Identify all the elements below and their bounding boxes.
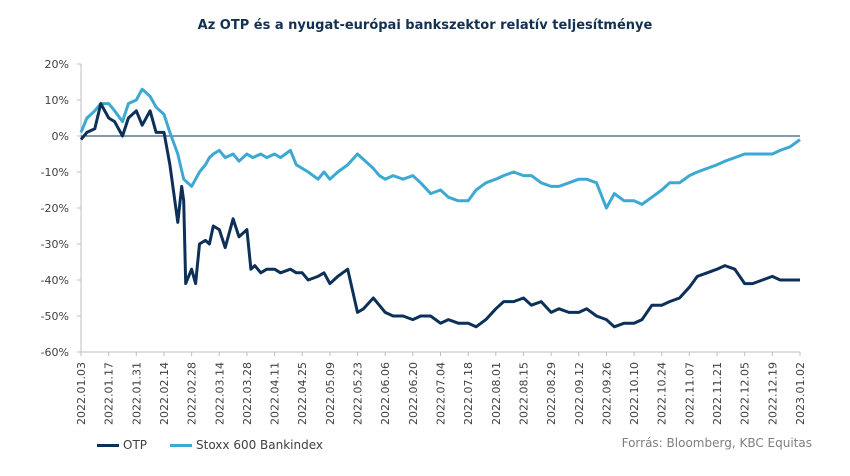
legend-label-stoxx: Stoxx 600 Bankindex xyxy=(196,438,324,452)
y-tick-label: -30% xyxy=(41,238,69,251)
legend-swatch-otp xyxy=(97,443,119,447)
legend-item-otp: OTP xyxy=(97,438,147,452)
legend-swatch-stoxx xyxy=(170,443,192,447)
source-note: Forrás: Bloomberg, KBC Equitas xyxy=(621,436,812,450)
x-tick-label: 2022.09.12 xyxy=(573,362,586,425)
x-tick-label: 2022.11.21 xyxy=(711,362,724,425)
x-tick-label: 2022.04.25 xyxy=(296,362,309,425)
x-tick-label: 2022.06.06 xyxy=(379,362,392,425)
x-tick-label: 2022.12.19 xyxy=(766,362,779,425)
legend-item-stoxx: Stoxx 600 Bankindex xyxy=(170,438,323,452)
y-tick-label: -40% xyxy=(41,274,69,287)
x-tick-label: 2022.11.07 xyxy=(683,362,696,425)
series-line-stoxx-600-bankindex xyxy=(79,87,801,210)
x-tick-label: 2022.07.18 xyxy=(462,362,475,425)
chart-title: Az OTP és a nyugat-európai bankszektor r… xyxy=(197,18,653,33)
x-tick-label: 2022.08.15 xyxy=(517,362,530,425)
x-tick-label: 2022.04.11 xyxy=(269,362,282,425)
y-tick-label: -20% xyxy=(41,202,69,215)
x-tick-label: 2022.05.09 xyxy=(324,362,337,425)
x-tick-label: 2022.12.05 xyxy=(739,362,752,425)
y-axis: 20% 10% 0% -10% -20% -30% -40% -50% -60% xyxy=(41,58,800,359)
y-tick-label: 10% xyxy=(45,94,69,107)
x-tick-label: 2022.08.01 xyxy=(490,362,503,425)
legend-label-otp: OTP xyxy=(123,438,148,452)
y-tick-label: 0% xyxy=(52,130,69,143)
y-tick-label: 20% xyxy=(45,58,69,71)
x-tick-label: 2022.07.04 xyxy=(435,362,448,425)
x-tick-label: 2022.03.28 xyxy=(241,362,254,425)
x-tick-label: 2022.03.14 xyxy=(213,362,226,425)
x-tick-label: 2022.01.03 xyxy=(75,362,88,425)
x-tick-label: 2022.08.29 xyxy=(545,362,558,425)
x-tick-label: 2022.10.24 xyxy=(656,362,669,425)
y-tick-label: -60% xyxy=(41,346,69,359)
x-tick-label: 2023.01.02 xyxy=(794,362,807,425)
x-tick-label: 2022.02.28 xyxy=(186,362,199,425)
x-tick-label: 2022.02.14 xyxy=(158,362,171,425)
series-layer xyxy=(79,87,801,329)
x-tick-label: 2022.01.31 xyxy=(130,362,143,425)
x-tick-label: 2022.01.17 xyxy=(103,362,116,425)
x-tick-label: 2022.05.23 xyxy=(352,362,365,425)
series-line-otp xyxy=(79,102,800,329)
y-tick-label: -50% xyxy=(41,310,69,323)
x-tick-label: 2022.10.10 xyxy=(628,362,641,425)
x-axis: 2022.01.03 2022.01.17 2022.01.31 2022.02.14… xyxy=(75,351,807,425)
y-tick-label: -10% xyxy=(41,166,69,179)
x-tick-label: 2022.06.20 xyxy=(407,362,420,425)
x-tick-label: 2022.09.26 xyxy=(600,362,613,425)
